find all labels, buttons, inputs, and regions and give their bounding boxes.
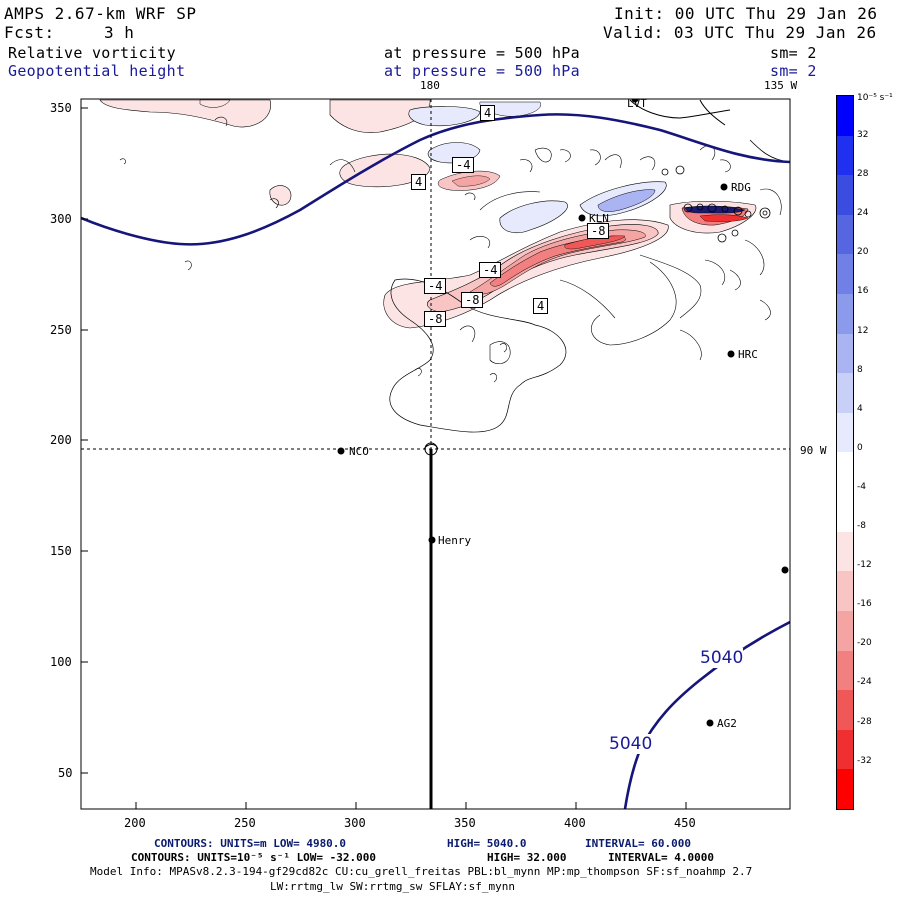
colorbar-segment — [837, 650, 853, 691]
x-tick-label: 200 — [124, 816, 146, 830]
field1-smoothing: sm= 2 — [770, 44, 817, 62]
colorbar-segment — [837, 571, 853, 611]
field2-name: Geopotential height — [8, 62, 186, 80]
colorbar-tick-label: -32 — [857, 755, 872, 766]
vort-label: -8 — [424, 311, 447, 327]
colorbar-tick-label: 4 — [857, 403, 863, 414]
colorbar-tick-label: 0 — [857, 442, 863, 453]
colorbar-segment — [837, 135, 853, 176]
vort-label: -8 — [587, 223, 610, 239]
colorbar-segment — [837, 729, 853, 770]
station-rdg: RDG — [731, 181, 751, 194]
y-tick-label: 250 — [50, 323, 72, 337]
colorbar-tick-label: 12 — [857, 325, 869, 336]
colorbar-tick-label: -8 — [857, 521, 866, 531]
height-contour-interval: INTERVAL= 60.000 — [585, 837, 691, 850]
forecast-label: Fcst: — [4, 23, 55, 42]
station-hrc: HRC — [738, 348, 758, 361]
colorbar-segment — [837, 452, 853, 493]
colorbar-tick-label: -28 — [857, 716, 872, 727]
colorbar-segment — [837, 373, 853, 413]
colorbar-segment — [837, 412, 853, 453]
model-info: Model Info: MPASv8.2.3-194-gf29cd82c CU:… — [90, 865, 753, 878]
colorbar-tick-label: 28 — [857, 169, 869, 180]
field1-name: Relative vorticity — [8, 44, 176, 62]
colorbar-tick-label: 24 — [857, 208, 869, 219]
x-tick-label: 400 — [564, 816, 586, 830]
colorbar-segment — [837, 492, 853, 532]
height-label: 5040 — [609, 734, 653, 754]
lon-180-label: 180 — [420, 79, 440, 92]
station-kln: KLN — [589, 212, 609, 225]
colorbar-segment — [837, 175, 853, 215]
vort-label: -4 — [479, 262, 502, 278]
x-tick-label: 350 — [454, 816, 476, 830]
colorbar-segment — [837, 294, 853, 334]
vort-label: 4 — [533, 298, 549, 314]
colorbar-tick-label: -12 — [857, 560, 872, 571]
colorbar-tick-label: -4 — [857, 481, 866, 492]
colorbar-tick-label: 8 — [857, 364, 863, 375]
station-ag2: AG2 — [717, 717, 737, 730]
vort-contour-high: HIGH= 32.000 — [487, 851, 567, 864]
colorbar-segment — [837, 531, 853, 572]
lon-90w-label: 90 W — [800, 444, 827, 457]
colorbar-segment — [837, 96, 853, 136]
vort-label: 4 — [480, 105, 496, 121]
vort-contour-interval: INTERVAL= 4.0000 — [608, 851, 714, 864]
y-tick-label: 100 — [50, 655, 72, 669]
colorbar-tick-label: -16 — [857, 599, 872, 610]
forecast-hour: 3 h — [104, 23, 135, 42]
x-tick-label: 450 — [674, 816, 696, 830]
colorbar-tick-label: 32 — [857, 130, 869, 140]
colorbar-segment — [837, 610, 853, 651]
station-henry: Henry — [438, 534, 472, 547]
height-label: 5040 — [700, 648, 744, 668]
station-lvt: LVT — [627, 97, 647, 110]
y-tick-label: 50 — [58, 766, 73, 780]
vort-label: 4 — [411, 174, 427, 190]
model-info-2: LW:rrtmg_lw SW:rrtmg_sw SFLAY:sf_mynn — [270, 880, 516, 893]
colorbar-tick-label: -20 — [857, 638, 872, 649]
height-contour-info: CONTOURS: UNITS=m LOW= 4980.0 — [154, 837, 347, 850]
station-markers — [337, 99, 789, 727]
y-tick-label: 350 — [50, 101, 72, 115]
y-tick-label: 150 — [50, 544, 72, 558]
lon-135w-label: 135 W — [764, 79, 798, 92]
colorbar-segment — [837, 254, 853, 295]
x-tick-label: 250 — [234, 816, 256, 830]
valid-time: Valid: 03 UTC Thu 29 Jan 26 — [603, 23, 877, 42]
colorbar-segment — [837, 690, 853, 730]
model-title: AMPS 2.67-km WRF SP — [4, 4, 197, 23]
colorbar-unit: 10⁻⁵ s⁻¹ — [857, 93, 893, 103]
field2-level: at pressure = 500 hPa — [384, 62, 580, 80]
colorbar-tick-label: 20 — [857, 247, 869, 258]
vort-label: -4 — [424, 278, 447, 294]
y-tick-label: 200 — [50, 433, 72, 447]
vort-label: -8 — [461, 292, 484, 308]
vort-contour-info: CONTOURS: UNITS=10⁻⁵ s⁻¹ LOW= -32.000 — [131, 851, 377, 864]
colorbar-tick-label: 16 — [857, 286, 869, 297]
colorbar-segment — [837, 333, 853, 374]
colorbar — [836, 95, 854, 810]
x-tick-label: 300 — [344, 816, 366, 830]
station-nco: NCO — [349, 445, 369, 458]
vort-label: -4 — [452, 157, 475, 173]
colorbar-segment — [837, 769, 853, 809]
height-contour-high: HIGH= 5040.0 — [447, 837, 527, 850]
colorbar-segment — [837, 214, 853, 255]
field2-smoothing: sm= 2 — [770, 62, 817, 80]
init-time: Init: 00 UTC Thu 29 Jan 26 — [614, 4, 878, 23]
field1-level: at pressure = 500 hPa — [384, 44, 580, 62]
colorbar-tick-label: -24 — [857, 677, 872, 688]
y-tick-label: 300 — [50, 212, 72, 226]
